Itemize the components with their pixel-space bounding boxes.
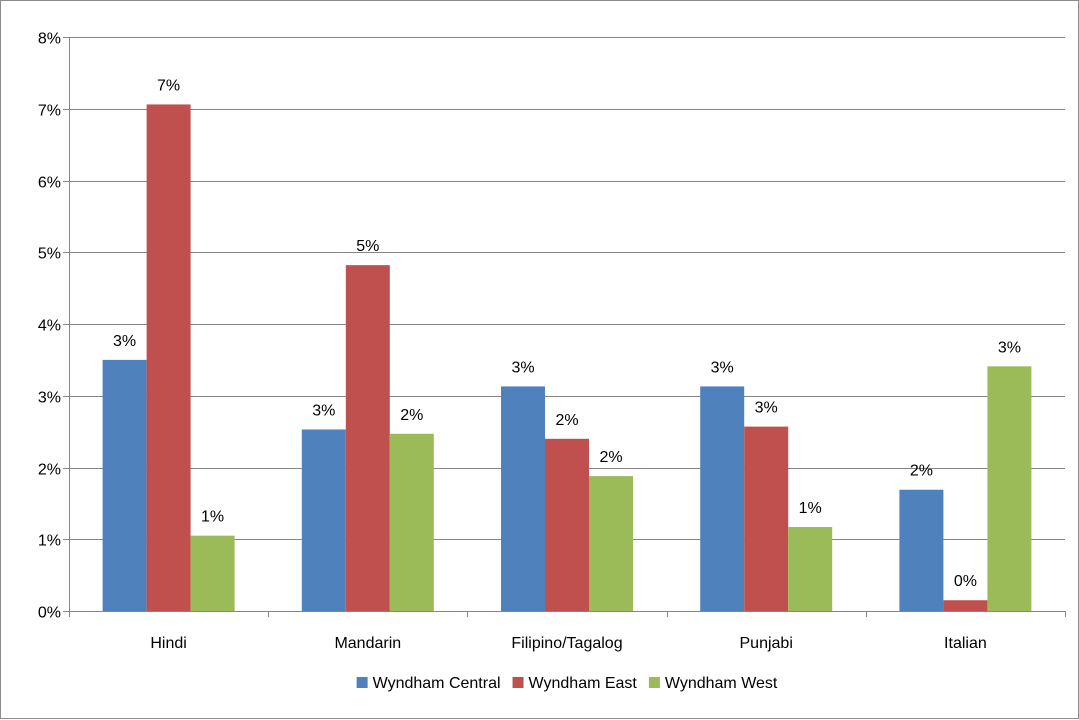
x-category-label: Punjabi bbox=[740, 635, 793, 652]
bar bbox=[589, 476, 633, 611]
y-tick-label: 5% bbox=[38, 246, 61, 263]
data-label: 5% bbox=[356, 238, 379, 255]
legend-label: Wyndham West bbox=[665, 675, 778, 692]
bar bbox=[744, 426, 789, 611]
axes bbox=[63, 37, 1066, 617]
bar bbox=[102, 359, 147, 611]
bar bbox=[987, 366, 1032, 611]
legend-swatch bbox=[648, 677, 660, 688]
bar bbox=[545, 438, 589, 611]
data-label: 2% bbox=[910, 463, 933, 480]
data-label: 1% bbox=[201, 509, 224, 526]
bar bbox=[700, 386, 745, 611]
y-tick-label: 0% bbox=[38, 605, 61, 622]
bar bbox=[501, 386, 545, 611]
data-label: 3% bbox=[755, 400, 778, 417]
bar bbox=[301, 429, 346, 611]
y-tick-label: 1% bbox=[38, 533, 61, 550]
gridlines bbox=[69, 37, 1065, 540]
bar bbox=[146, 104, 191, 611]
y-tick-label: 8% bbox=[38, 31, 61, 48]
data-label: 3% bbox=[711, 359, 734, 376]
y-tick-label: 7% bbox=[38, 103, 61, 120]
y-tick-label: 4% bbox=[38, 318, 61, 335]
bars bbox=[102, 104, 1032, 611]
legend: Wyndham Central Wyndham East Wyndham West bbox=[356, 675, 778, 692]
data-label: 0% bbox=[954, 573, 977, 590]
data-label: 2% bbox=[555, 412, 578, 429]
y-tick-label: 3% bbox=[38, 390, 61, 407]
y-tick-label: 2% bbox=[38, 462, 61, 479]
y-tick-label: 6% bbox=[38, 175, 61, 192]
legend-label: Wyndham East bbox=[529, 675, 638, 692]
bar bbox=[943, 600, 988, 611]
data-label: 3% bbox=[998, 339, 1021, 356]
y-axis-tick-labels: 0% 1% 2% 3% 4% 5% 6% 7% 8% bbox=[38, 31, 61, 622]
data-label: 3% bbox=[511, 359, 534, 376]
legend-swatch bbox=[356, 677, 368, 688]
x-category-label: Mandarin bbox=[334, 635, 401, 652]
data-label: 2% bbox=[599, 449, 622, 466]
bar bbox=[345, 265, 390, 611]
data-label: 1% bbox=[799, 500, 822, 517]
bar bbox=[899, 489, 944, 611]
data-label: 3% bbox=[113, 333, 136, 350]
data-labels: 3% 7% 1% 3% 5% 2% 3% 2% 2% 3% 3% 1% 2% 0% 3% bbox=[113, 77, 1021, 590]
bar bbox=[190, 535, 235, 611]
data-label: 2% bbox=[400, 407, 423, 424]
x-axis-category-labels: Hindi Mandarin Filipino/Tagalog Punjabi Ital… bbox=[150, 635, 986, 652]
data-label: 7% bbox=[157, 77, 180, 94]
x-category-label: Hindi bbox=[150, 635, 186, 652]
data-label: 3% bbox=[312, 402, 335, 419]
bar bbox=[389, 433, 434, 611]
x-category-label: Italian bbox=[944, 635, 987, 652]
bar bbox=[788, 527, 833, 611]
legend-swatch bbox=[512, 677, 524, 688]
legend-label: Wyndham Central bbox=[373, 675, 501, 692]
x-category-label: Filipino/Tagalog bbox=[511, 635, 622, 652]
